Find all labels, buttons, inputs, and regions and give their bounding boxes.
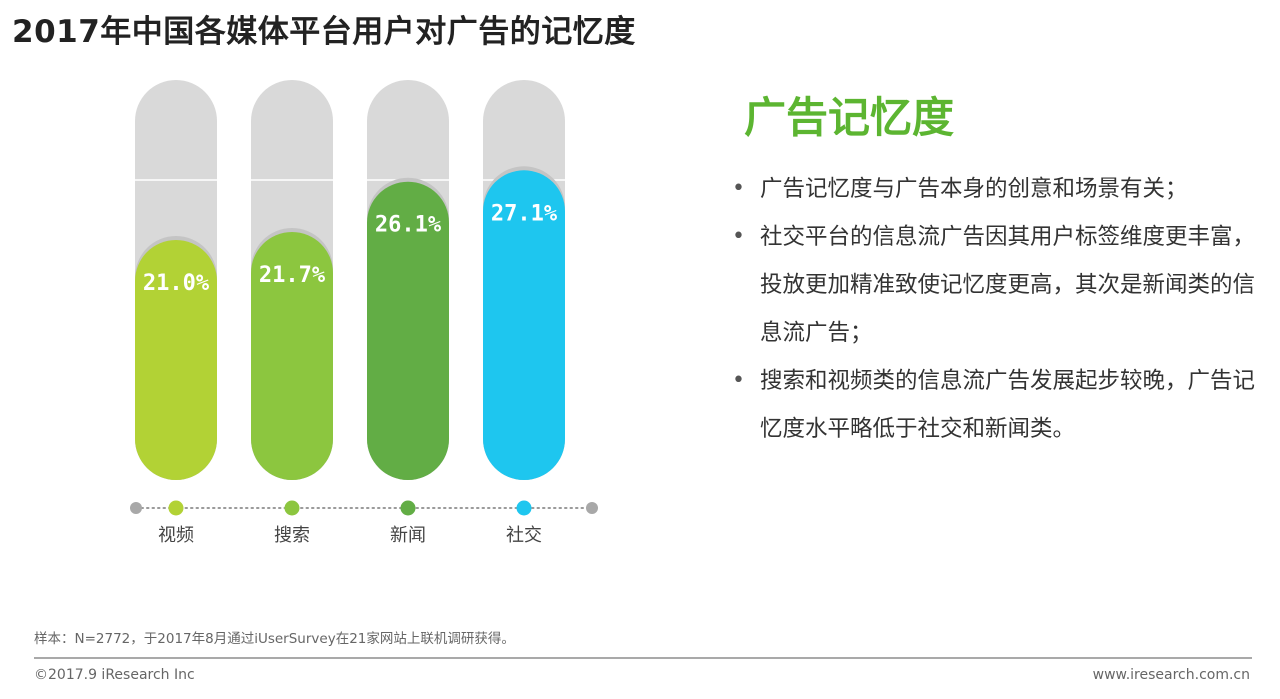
- x-tick-label: 新闻: [390, 525, 426, 546]
- bullet-item: 搜索和视频类的信息流广告发展起步较晚，广告记忆度水平略低于社交和新闻类。: [730, 357, 1270, 453]
- data-label: 21.7%: [259, 263, 326, 288]
- category-dot: [516, 500, 532, 516]
- data-label: 27.1%: [491, 201, 558, 226]
- bullet-item: 广告记忆度与广告本身的创意和场景有关；: [730, 165, 1270, 213]
- category-dot: [400, 500, 416, 516]
- bar-chart: 21.0% 21.7% 26.1% 27.1% 视频 搜索 新闻 社交: [0, 0, 640, 560]
- bar: [367, 181, 449, 480]
- category-dot: [284, 500, 300, 516]
- panel-heading: 广告记忆度: [744, 93, 955, 142]
- bullet-item: 社交平台的信息流广告因其用户标签维度更丰富，投放更加精准致使记忆度更高，其次是新…: [730, 213, 1270, 357]
- x-tick-label: 视频: [158, 525, 194, 546]
- sample-note: 样本：N=2772，于2017年8月通过iUserSurvey在21家网站上联机…: [34, 631, 515, 647]
- chart-canvas: 21.0% 21.7% 26.1% 27.1% 视频 搜索 新闻 社交: [130, 80, 598, 546]
- axis-end-dot: [586, 502, 598, 514]
- data-label: 21.0%: [143, 271, 210, 296]
- x-tick-label: 搜索: [274, 525, 310, 546]
- page-title: 2017年中国各媒体平台用户对广告的记忆度: [12, 14, 636, 50]
- bar: [135, 240, 217, 480]
- category-dot: [168, 500, 184, 516]
- bullet-list: 广告记忆度与广告本身的创意和场景有关； 社交平台的信息流广告因其用户标签维度更丰…: [730, 165, 1270, 453]
- axis-end-dot: [130, 502, 142, 514]
- bar-gap: [219, 451, 249, 481]
- footer-divider: [34, 657, 1252, 659]
- bar-gap: [335, 451, 365, 481]
- website-link[interactable]: www.iresearch.com.cn: [1092, 667, 1250, 683]
- bar: [251, 232, 333, 480]
- x-tick-label: 社交: [506, 525, 542, 546]
- copyright-text: ©2017.9 iResearch Inc: [34, 667, 195, 683]
- data-label: 26.1%: [375, 213, 442, 238]
- bar: [483, 170, 565, 481]
- bar-gap: [451, 451, 481, 481]
